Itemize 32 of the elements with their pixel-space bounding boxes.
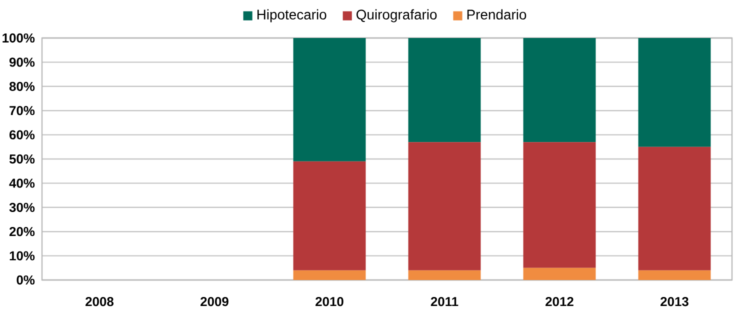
bar (408, 270, 481, 280)
x-tick-label: 2011 (430, 297, 458, 306)
legend-label: Hipotecario (257, 9, 326, 22)
bar (408, 142, 481, 270)
x-tick-label: 2013 (660, 297, 688, 306)
y-tick-label: 80% (9, 82, 35, 91)
y-tick-label: 100% (2, 33, 35, 43)
bar (638, 270, 711, 280)
bar (523, 268, 596, 280)
x-tick-label: 2009 (200, 297, 228, 306)
bar (523, 142, 596, 268)
y-tick-label: 50% (9, 154, 35, 164)
y-tick-label: 10% (10, 251, 35, 260)
y-tick-label: 40% (9, 178, 35, 188)
y-tick-label: 0% (16, 275, 35, 285)
bar (523, 38, 596, 142)
legend-label: Prendario (467, 9, 526, 20)
y-tick-label: 90% (9, 58, 35, 67)
bar (408, 38, 481, 142)
bar (293, 38, 366, 162)
y-tick-label: 70% (10, 106, 35, 116)
legend-label: Quirografario (356, 9, 437, 22)
bar (638, 146, 711, 270)
x-tick-label: 2012 (546, 297, 574, 306)
bar (293, 161, 366, 270)
y-tick-label: 30% (9, 202, 35, 212)
x-tick-label: 2008 (86, 297, 114, 306)
bar (293, 270, 366, 280)
bar (638, 38, 711, 147)
y-tick-label: 60% (10, 130, 35, 140)
x-tick-label: 2010 (316, 297, 344, 306)
y-tick-label: 20% (9, 227, 35, 236)
